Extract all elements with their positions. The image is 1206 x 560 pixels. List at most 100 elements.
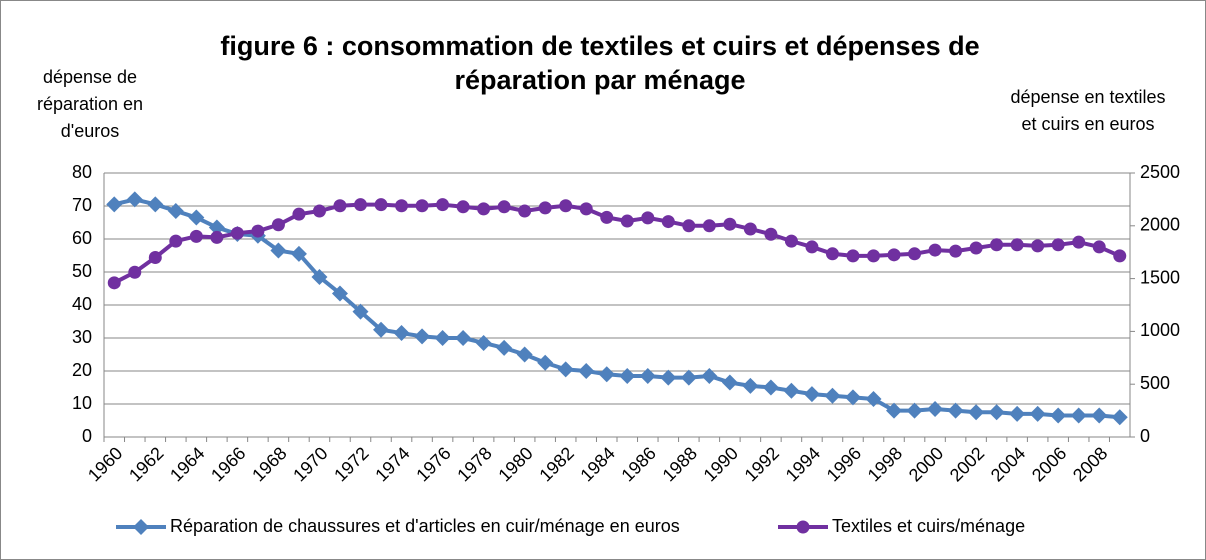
y-tick-label: 70	[72, 195, 92, 215]
point-marker	[619, 367, 636, 384]
y-tick-label: 80	[72, 162, 92, 182]
point-marker	[270, 242, 287, 259]
point-marker	[682, 219, 696, 233]
point-marker	[927, 400, 944, 417]
point-marker	[456, 200, 470, 214]
point-marker	[865, 391, 882, 408]
point-marker	[762, 379, 779, 396]
y2-tick-label: 1500	[1140, 267, 1180, 287]
point-marker	[867, 249, 880, 263]
y-tick-label: 60	[72, 228, 92, 248]
point-marker	[947, 402, 964, 419]
y2-tick-label: 1000	[1140, 320, 1180, 340]
point-marker	[516, 346, 533, 363]
point-marker	[537, 354, 554, 371]
point-marker	[210, 230, 224, 244]
point-marker	[518, 204, 532, 218]
point-marker	[1050, 407, 1067, 424]
point-marker	[1031, 239, 1045, 253]
point-marker	[825, 247, 839, 261]
point-marker	[311, 268, 328, 285]
point-marker	[578, 363, 595, 379]
point-marker	[148, 250, 162, 264]
point-marker	[107, 276, 121, 290]
point-marker	[395, 199, 409, 213]
point-marker	[147, 196, 164, 213]
point-marker	[990, 238, 1004, 252]
y-tick-label: 10	[72, 393, 92, 413]
point-marker	[701, 367, 718, 384]
point-marker	[598, 366, 615, 383]
point-marker	[846, 249, 860, 263]
point-marker	[189, 229, 203, 243]
point-marker	[230, 226, 244, 240]
point-marker	[783, 382, 800, 399]
y2-tick-label: 2500	[1140, 162, 1180, 182]
point-marker	[496, 339, 513, 356]
point-marker	[455, 330, 472, 346]
point-marker	[968, 404, 985, 421]
chart-title: figure 6 : consommation de textiles et c…	[220, 31, 979, 61]
point-marker	[908, 247, 922, 261]
point-marker	[497, 200, 511, 214]
point-marker	[803, 386, 820, 403]
point-marker	[641, 211, 655, 225]
point-marker	[600, 210, 614, 224]
point-marker	[167, 202, 184, 219]
point-marker	[1113, 249, 1127, 263]
legend-label: Textiles et cuirs/ménage	[832, 516, 1025, 536]
point-marker	[333, 199, 347, 213]
point-marker	[331, 285, 348, 302]
point-marker	[764, 227, 778, 241]
point-marker	[928, 243, 942, 257]
point-marker	[128, 265, 142, 279]
point-marker	[1092, 240, 1106, 254]
point-marker	[824, 387, 841, 404]
point-marker	[680, 369, 697, 386]
point-marker	[721, 374, 738, 391]
point-marker	[579, 202, 593, 216]
legend-marker	[796, 520, 810, 534]
point-marker	[475, 334, 492, 351]
point-marker	[1070, 407, 1087, 424]
point-marker	[805, 240, 819, 254]
y-axis-label: dépense de	[43, 67, 137, 87]
point-marker	[169, 234, 183, 248]
y-tick-label: 50	[72, 261, 92, 281]
legend-label: Réparation de chaussures et d'articles e…	[170, 516, 680, 536]
point-marker	[743, 222, 757, 236]
point-marker	[1111, 409, 1128, 426]
chart-title: réparation par ménage	[454, 65, 745, 95]
point-marker	[969, 241, 983, 255]
point-marker	[312, 204, 326, 218]
point-marker	[290, 245, 307, 262]
y-tick-label: 20	[72, 360, 92, 380]
point-marker	[639, 367, 656, 384]
y-tick-label: 30	[72, 327, 92, 347]
point-marker	[106, 196, 123, 213]
point-marker	[208, 219, 225, 236]
point-marker	[477, 202, 491, 216]
point-marker	[660, 369, 677, 386]
point-marker	[188, 209, 205, 226]
point-marker	[742, 377, 759, 394]
point-marker	[949, 244, 963, 258]
point-marker	[434, 330, 451, 346]
point-marker	[126, 191, 143, 208]
point-marker	[559, 199, 573, 213]
point-marker	[373, 321, 390, 338]
point-marker	[1029, 405, 1046, 422]
y2-tick-label: 0	[1140, 426, 1150, 446]
point-marker	[988, 404, 1005, 421]
point-marker	[374, 198, 388, 212]
point-marker	[414, 328, 431, 345]
point-marker	[393, 325, 410, 342]
y2-axis-label: et cuirs en euros	[1021, 114, 1154, 134]
point-marker	[887, 248, 901, 262]
point-marker	[702, 219, 716, 233]
legend-marker	[133, 519, 149, 535]
point-marker	[1010, 238, 1024, 252]
y-tick-label: 0	[82, 426, 92, 446]
